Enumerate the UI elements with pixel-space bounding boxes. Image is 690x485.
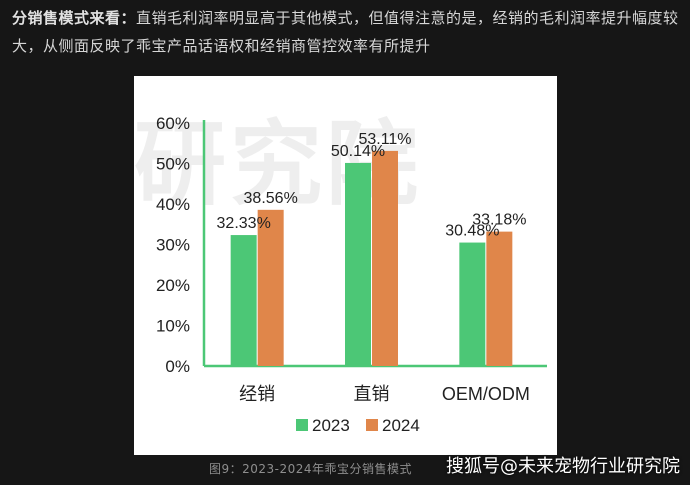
data-label: 33.18% bbox=[472, 212, 526, 229]
data-label: 30.48% bbox=[445, 223, 499, 240]
bar-2024 bbox=[486, 231, 513, 366]
legend-label: 2023 bbox=[312, 416, 350, 435]
bar-2024 bbox=[257, 209, 284, 366]
x-tick-label: 经销 bbox=[239, 384, 275, 404]
y-tick-label: 60% bbox=[156, 114, 190, 133]
source-attribution: 搜狐号@未来宠物行业研究院 bbox=[446, 456, 680, 477]
legend-swatch-2024 bbox=[366, 419, 378, 431]
y-tick-label: 10% bbox=[156, 317, 190, 336]
legend-swatch-2023 bbox=[296, 419, 308, 431]
chart-card: 研究院 0% 10% 20% 30% 40% 50% 60% 32.33% 38.56% 50.… bbox=[134, 76, 557, 455]
y-tick-label: 20% bbox=[156, 276, 190, 295]
bar-2023 bbox=[345, 162, 371, 366]
data-label: 32.33% bbox=[217, 215, 271, 232]
data-label: 38.56% bbox=[244, 190, 298, 207]
data-label: 53.11% bbox=[358, 131, 411, 148]
bar-chart: 0% 10% 20% 30% 40% 50% 60% 32.33% 38.56% 50.14%5… bbox=[156, 114, 547, 435]
bar-2023 bbox=[459, 242, 486, 366]
figure-caption: 图9：2023-2024年乖宝分销售模式 bbox=[209, 462, 413, 476]
intro-body: 直销毛利润率明显高于其他模式，但值得注意的是，经销的毛利润率提升幅度较大，从侧面… bbox=[12, 9, 679, 55]
y-tick-label: 30% bbox=[156, 236, 190, 255]
legend-label: 2024 bbox=[382, 416, 420, 435]
x-tick-label: 直销 bbox=[354, 384, 390, 404]
y-tick-label: 40% bbox=[156, 195, 190, 214]
data-label: 50.14% bbox=[331, 143, 385, 160]
x-tick-label: OEM/ODM bbox=[442, 384, 530, 404]
y-tick-label: 0% bbox=[165, 357, 190, 376]
intro-lead: 分销售模式来看： bbox=[12, 9, 137, 27]
y-tick-label: 50% bbox=[156, 155, 190, 174]
bar-2023 bbox=[230, 235, 257, 366]
bar-2024 bbox=[372, 150, 398, 366]
intro-paragraph: 分销售模式来看：直销毛利润率明显高于其他模式，但值得注意的是，经销的毛利润率提升… bbox=[12, 4, 682, 60]
